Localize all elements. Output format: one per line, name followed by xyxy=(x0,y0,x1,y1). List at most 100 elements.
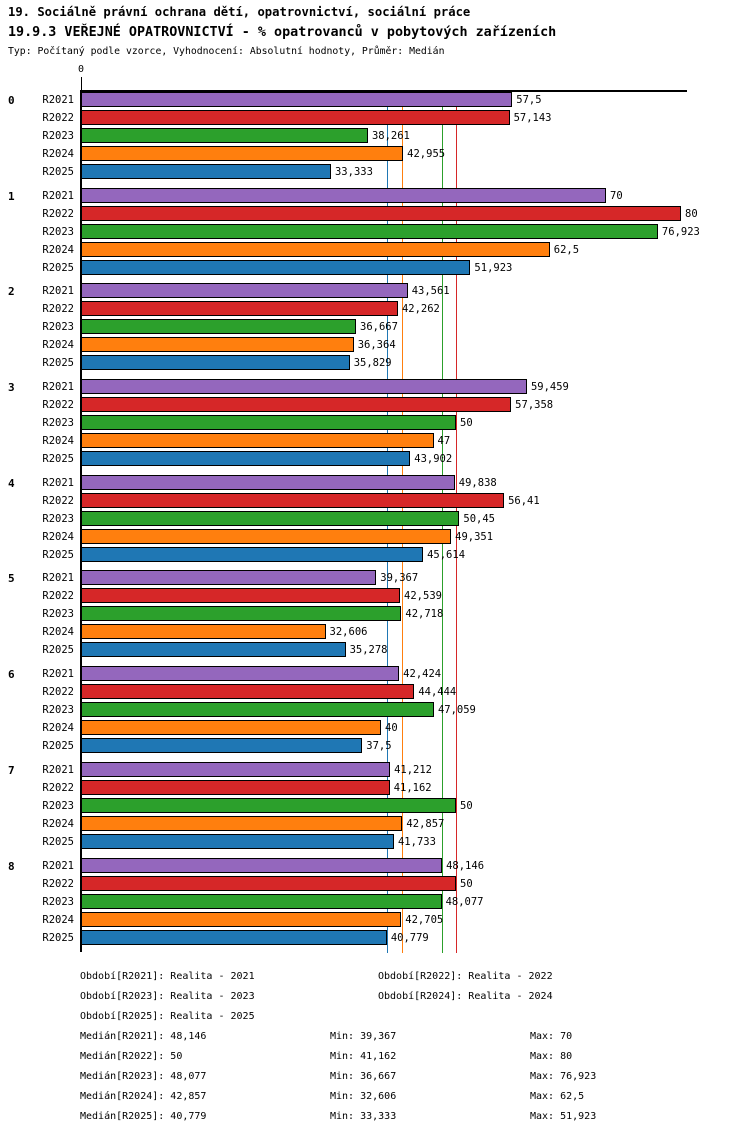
value-label-2-r2022: 42,262 xyxy=(401,303,440,316)
bar-row-0-r2025: R2025 33,333 xyxy=(0,164,750,182)
bar-row-7-r2023: R2023 50 xyxy=(0,797,750,816)
bar-6-r2021 xyxy=(81,666,400,682)
value-label-8-r2024: 42,705 xyxy=(405,913,444,926)
stat-min-r2025: Min: 33,333 xyxy=(330,1111,397,1122)
category-label-7: 7 xyxy=(8,763,15,777)
value-label-2-r2025: 35,829 xyxy=(353,357,392,370)
bar-3-r2022 xyxy=(81,397,512,413)
value-label-1-r2024: 62,5 xyxy=(553,243,580,256)
chart-legend: Období[R2021]: Realita - 2021 Období[R20… xyxy=(80,970,698,1030)
report-header: 19. Sociálně právní ochrana dětí, opatro… xyxy=(8,5,556,57)
value-label-0-r2022: 57,143 xyxy=(513,112,552,124)
bar-5-r2025 xyxy=(81,642,346,658)
value-label-1-r2023: 76,923 xyxy=(661,225,700,238)
bar-3-r2023 xyxy=(81,415,456,431)
bar-0-r2021 xyxy=(81,92,513,107)
series-label-r2023: R2023 xyxy=(42,417,74,430)
bar-3-r2024 xyxy=(81,433,434,449)
stat-min-r2023: Min: 36,667 xyxy=(330,1071,397,1082)
bar-8-r2021 xyxy=(81,857,443,873)
bar-8-r2022 xyxy=(81,875,456,891)
bar-0-r2024 xyxy=(81,146,404,161)
series-label-r2024: R2024 xyxy=(42,913,74,926)
value-label-2-r2024: 36,364 xyxy=(357,339,396,352)
bar-8-r2023 xyxy=(81,893,442,909)
bar-0-r2023 xyxy=(81,128,368,143)
bar-2-r2023 xyxy=(81,319,356,335)
axis-zero-label: 0 xyxy=(77,64,85,75)
value-label-5-r2021: 39,367 xyxy=(380,572,419,585)
bar-row-8-r2023: R2023 48,077 xyxy=(0,893,750,912)
bar-row-8-r2021: 8 R2021 48,146 xyxy=(0,857,750,876)
series-label-r2021: R2021 xyxy=(42,189,74,202)
bar-7-r2025 xyxy=(81,833,394,849)
value-label-7-r2021: 41,212 xyxy=(394,763,433,776)
value-label-3-r2021: 59,459 xyxy=(530,381,569,394)
series-label-r2022: R2022 xyxy=(42,207,74,220)
report-title-line2: 19.9.3 VEŘEJNÉ OPATROVNICTVÍ - % opatrov… xyxy=(8,25,557,40)
series-label-r2022: R2022 xyxy=(42,112,74,124)
bar-row-6-r2021: 6 R2021 42,424 xyxy=(0,666,750,684)
legend-item-r2023: Období[R2023]: Realita - 2023 xyxy=(80,991,255,1002)
bar-3-r2025 xyxy=(81,451,411,467)
bar-8-r2024 xyxy=(81,911,402,927)
value-label-4-r2021: 49,838 xyxy=(458,476,497,489)
category-label-5: 5 xyxy=(8,572,15,586)
series-label-r2023: R2023 xyxy=(42,799,74,812)
series-label-r2023: R2023 xyxy=(42,512,74,525)
value-label-6-r2021: 42,424 xyxy=(403,668,442,681)
series-label-r2024: R2024 xyxy=(42,339,74,352)
series-label-r2025: R2025 xyxy=(42,835,74,848)
stat-max-r2022: Max: 80 xyxy=(530,1051,573,1062)
series-label-r2021: R2021 xyxy=(42,859,74,872)
value-label-7-r2025: 41,733 xyxy=(397,835,436,848)
bar-row-2-r2023: R2023 36,667 xyxy=(0,319,750,337)
bar-row-5-r2024: R2024 32,606 xyxy=(0,624,750,642)
bar-3-r2021 xyxy=(81,379,527,395)
value-label-4-r2023: 50,45 xyxy=(463,512,495,525)
bar-chart: 0 0 R2021 57,5 R2022 57,143 R2023 38,261 R2024 4… xyxy=(0,64,750,962)
legend-item-r2021: Období[R2021]: Realita - 2021 xyxy=(80,971,255,982)
series-label-r2024: R2024 xyxy=(42,722,74,735)
bar-5-r2021 xyxy=(81,570,377,586)
series-label-r2024: R2024 xyxy=(42,817,74,830)
value-label-3-r2025: 43,902 xyxy=(414,453,453,466)
bar-group-3: 3 R2021 59,459 R2022 57,358 R2023 50 R2024 47 R20… xyxy=(0,379,750,469)
bar-7-r2023 xyxy=(81,797,456,813)
value-label-0-r2023: 38,261 xyxy=(371,130,410,142)
series-label-r2021: R2021 xyxy=(42,285,74,298)
bar-2-r2022 xyxy=(81,301,398,317)
value-label-3-r2023: 50 xyxy=(460,417,473,430)
value-label-6-r2024: 40 xyxy=(385,722,398,735)
category-label-2: 2 xyxy=(8,285,15,299)
series-label-r2022: R2022 xyxy=(42,303,74,316)
axis-top-line xyxy=(81,90,687,92)
series-label-r2025: R2025 xyxy=(42,931,74,944)
bar-row-4-r2024: R2024 49,351 xyxy=(0,528,750,547)
series-label-r2022: R2022 xyxy=(42,494,74,507)
bar-row-7-r2021: 7 R2021 41,212 xyxy=(0,761,750,780)
value-label-4-r2025: 45,614 xyxy=(427,548,466,561)
value-label-5-r2022: 42,539 xyxy=(404,590,442,603)
stat-min-r2022: Min: 41,162 xyxy=(330,1051,397,1062)
series-label-r2023: R2023 xyxy=(42,704,74,717)
bar-row-7-r2024: R2024 42,857 xyxy=(0,815,750,834)
series-label-r2025: R2025 xyxy=(42,166,74,178)
series-label-r2024: R2024 xyxy=(42,530,74,543)
series-label-r2024: R2024 xyxy=(42,435,74,448)
bar-8-r2025 xyxy=(81,929,387,945)
category-label-1: 1 xyxy=(8,189,15,203)
series-label-r2023: R2023 xyxy=(42,608,74,621)
value-label-1-r2025: 51,923 xyxy=(474,261,513,274)
series-label-r2023: R2023 xyxy=(42,895,74,908)
bar-row-3-r2024: R2024 47 xyxy=(0,433,750,451)
bar-2-r2021 xyxy=(81,283,408,299)
value-label-8-r2025: 40,779 xyxy=(390,931,429,944)
bar-2-r2024 xyxy=(81,337,354,353)
value-label-4-r2024: 49,351 xyxy=(455,530,494,543)
value-label-3-r2024: 47 xyxy=(437,435,451,448)
value-label-3-r2022: 57,358 xyxy=(515,399,554,412)
value-label-8-r2022: 50 xyxy=(460,877,473,890)
report-subtitle: Typ: Počítaný podle vzorce, Vyhodnocení:… xyxy=(8,46,445,57)
